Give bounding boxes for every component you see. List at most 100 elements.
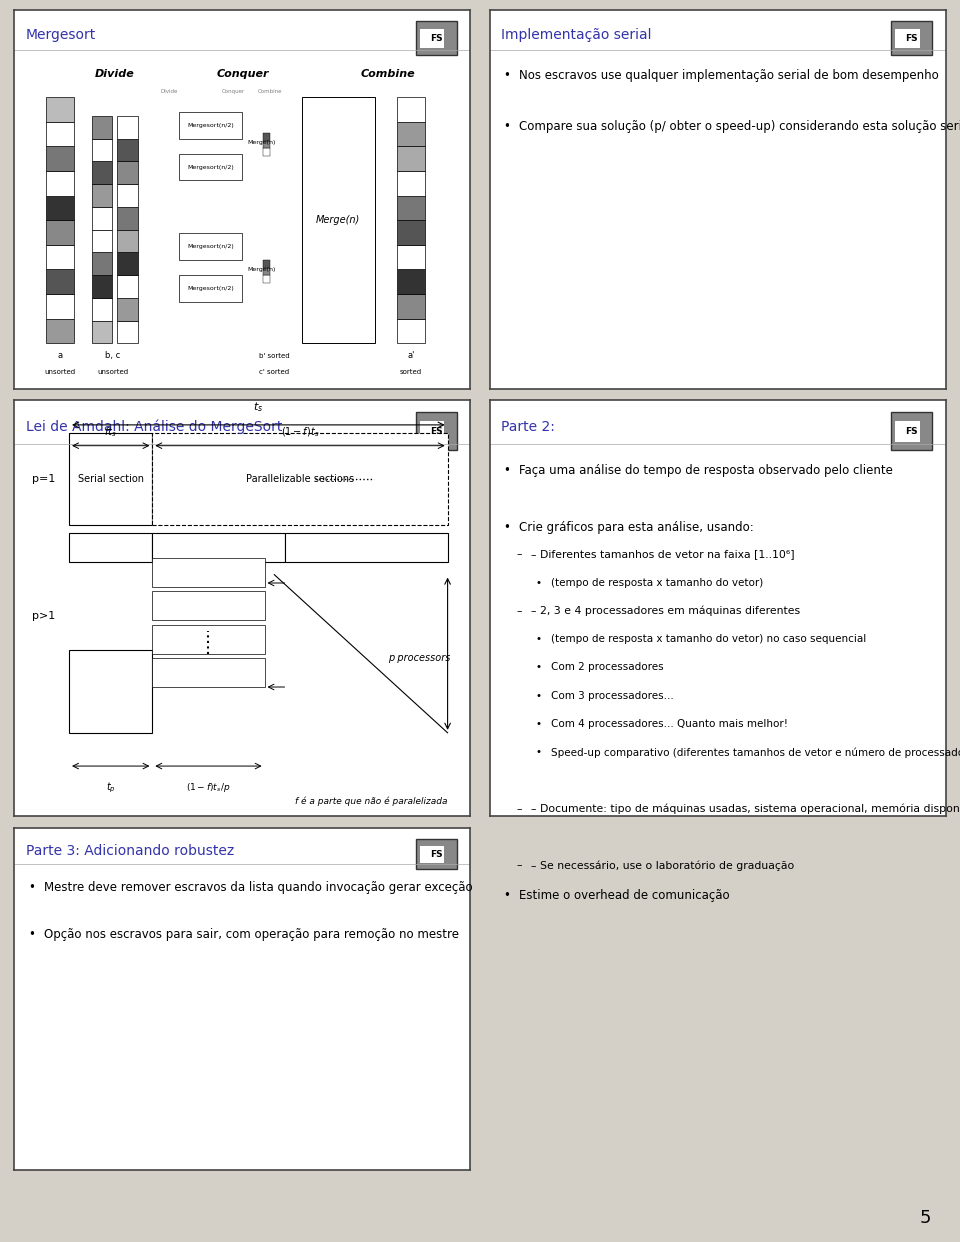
Text: Mergesort(n/2): Mergesort(n/2) (187, 123, 234, 128)
Bar (46, 245, 74, 270)
Text: –: – (516, 861, 522, 871)
Text: p>1: p>1 (33, 611, 56, 621)
Text: Faça uma análise do tempo de resposta observado pelo cliente: Faça uma análise do tempo de resposta ob… (519, 465, 893, 477)
Bar (69, 650, 153, 733)
Bar (117, 252, 137, 274)
Text: •: • (536, 748, 541, 758)
Text: •: • (536, 691, 541, 700)
Bar (46, 270, 74, 294)
Bar (263, 140, 270, 148)
Bar (92, 298, 112, 320)
Text: •: • (536, 719, 541, 729)
Text: a: a (58, 351, 62, 360)
Bar (397, 171, 424, 195)
Bar (69, 433, 153, 525)
Text: Parallelizable sections: Parallelizable sections (246, 474, 354, 484)
Text: $t_s$: $t_s$ (253, 401, 263, 415)
Text: (tempo de resposta x tamanho do vetor) no caso sequencial: (tempo de resposta x tamanho do vetor) n… (551, 635, 867, 645)
Text: •: • (28, 882, 35, 894)
Bar (92, 274, 112, 298)
Text: FS: FS (430, 850, 443, 858)
Text: b, c: b, c (105, 351, 120, 360)
Bar (153, 658, 265, 687)
Text: •: • (536, 635, 541, 645)
Text: f é a parte que não é paralelizada: f é a parte que não é paralelizada (295, 796, 447, 806)
Bar (46, 122, 74, 147)
Text: FS: FS (905, 34, 918, 42)
Text: Divide: Divide (160, 89, 179, 94)
Bar (179, 233, 242, 260)
Bar (397, 97, 424, 122)
Text: Merge(n): Merge(n) (247, 140, 276, 145)
Bar (117, 207, 137, 230)
Text: – 2, 3 e 4 processadores em máquinas diferentes: – 2, 3 e 4 processadores em máquinas dif… (531, 606, 800, 616)
Text: Mergesort: Mergesort (26, 27, 96, 41)
Text: unsorted: unsorted (44, 369, 76, 375)
Bar (117, 139, 137, 161)
Bar (92, 116, 112, 139)
Text: $(1 - f)t_s/p$: $(1 - f)t_s/p$ (186, 781, 230, 794)
Bar (397, 220, 424, 245)
Text: Speed-up comparativo (diferentes tamanhos de vetor e número de processadores): Speed-up comparativo (diferentes tamanho… (551, 748, 960, 758)
Bar (117, 298, 137, 320)
Bar (397, 270, 424, 294)
Text: a': a' (407, 351, 415, 360)
Text: – Diferentes tamanhos de vetor na faixa [1..10⁶]: – Diferentes tamanhos de vetor na faixa … (531, 549, 794, 559)
Text: –: – (516, 606, 522, 616)
Text: •: • (503, 520, 510, 534)
Text: FS: FS (905, 427, 918, 436)
Bar (397, 122, 424, 147)
Text: Serial section: Serial section (78, 474, 144, 484)
Text: Compare sua solução (p/ obter o speed-up) considerando esta solução serial de bo: Compare sua solução (p/ obter o speed-up… (519, 120, 960, 133)
Text: Divide: Divide (95, 70, 134, 79)
Text: b' sorted: b' sorted (259, 354, 290, 359)
Text: Mergesort(n/2): Mergesort(n/2) (187, 286, 234, 291)
Bar (416, 838, 457, 869)
Text: •: • (28, 928, 35, 940)
Bar (92, 184, 112, 207)
Bar (117, 320, 137, 343)
Bar (263, 133, 270, 140)
Text: Conquer: Conquer (216, 70, 269, 79)
Bar (46, 171, 74, 195)
Bar (153, 558, 265, 587)
Bar (117, 161, 137, 184)
Bar (46, 220, 74, 245)
Text: unsorted: unsorted (97, 369, 128, 375)
Text: FS: FS (430, 34, 443, 42)
Text: •: • (503, 889, 510, 902)
Bar (46, 97, 74, 122)
Bar (263, 274, 270, 283)
Text: Estime o overhead de comunicação: Estime o overhead de comunicação (519, 889, 730, 902)
Bar (153, 625, 265, 653)
Bar (416, 412, 457, 450)
Text: 5: 5 (920, 1210, 931, 1227)
Text: Crie gráficos para esta análise, usando:: Crie gráficos para esta análise, usando: (519, 520, 754, 534)
Text: –: – (516, 549, 522, 559)
Text: Merge(n): Merge(n) (316, 215, 360, 225)
Text: $ft_s$: $ft_s$ (105, 426, 117, 440)
Bar (420, 846, 444, 863)
Text: •: • (503, 465, 510, 477)
Text: sorted: sorted (400, 369, 422, 375)
Text: Parte 3: Adicionando robustez: Parte 3: Adicionando robustez (26, 843, 234, 858)
Bar (92, 320, 112, 343)
Bar (153, 591, 265, 621)
Text: •: • (536, 578, 541, 587)
Bar (69, 533, 153, 563)
Text: Merge(n): Merge(n) (247, 267, 276, 272)
Text: p processors: p processors (388, 653, 450, 663)
Text: FS: FS (430, 427, 443, 436)
Text: Mergesort(n/2): Mergesort(n/2) (187, 245, 234, 250)
Text: –: – (516, 804, 522, 814)
Text: Com 3 processadores...: Com 3 processadores... (551, 691, 674, 700)
Bar (416, 21, 457, 56)
Text: – Se necessário, use o laboratório de graduação: – Se necessário, use o laboratório de gr… (531, 861, 794, 871)
Bar (895, 29, 920, 48)
Bar (397, 147, 424, 171)
Text: Conquer: Conquer (222, 89, 245, 94)
Bar (263, 260, 270, 267)
Text: p=1: p=1 (32, 474, 56, 484)
Bar (117, 184, 137, 207)
Bar (92, 207, 112, 230)
